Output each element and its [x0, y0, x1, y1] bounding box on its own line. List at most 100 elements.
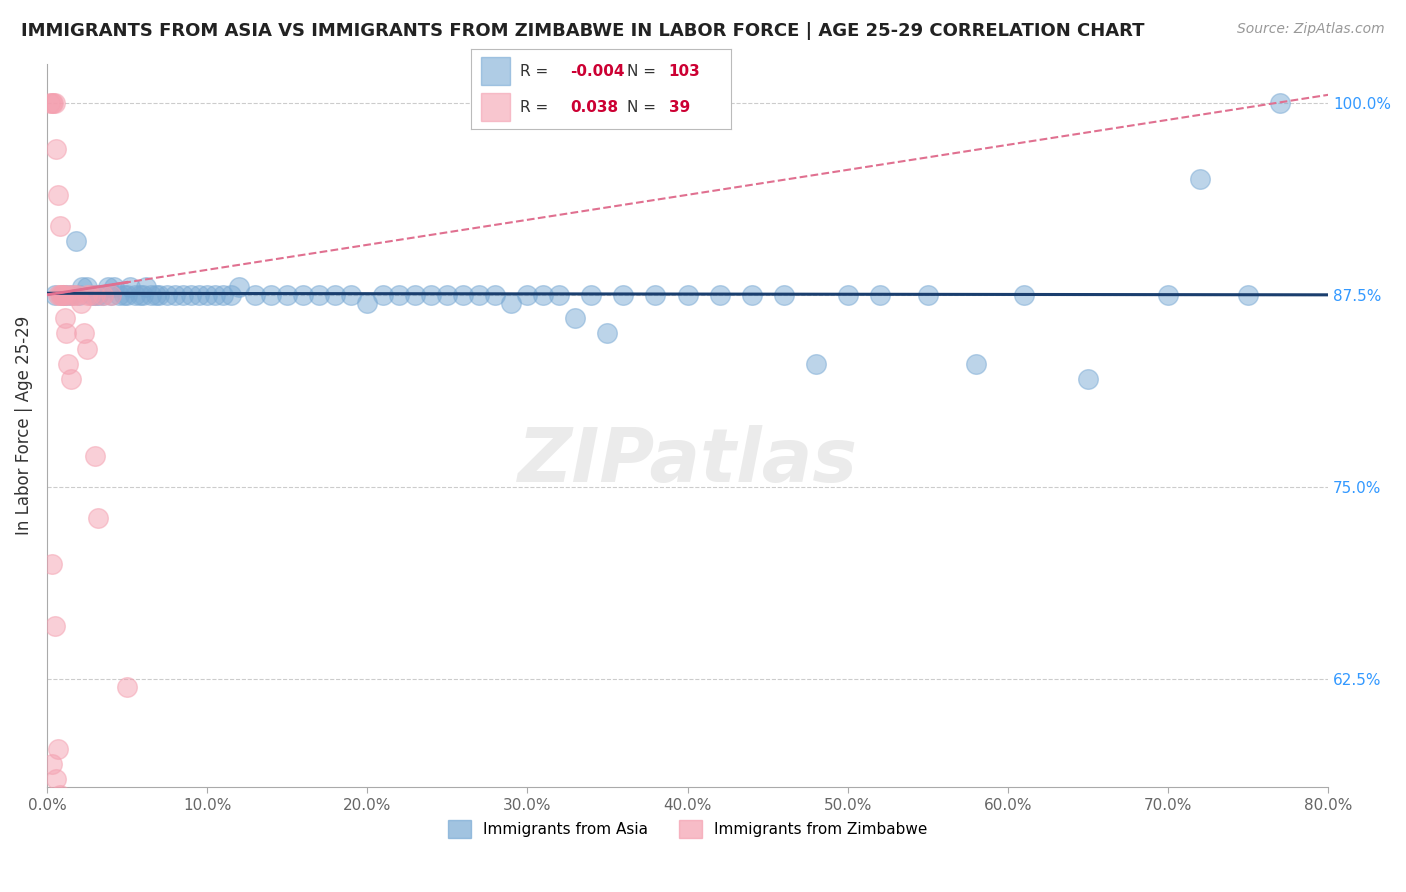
Point — [52, 834, 75, 848]
Point — [676, 288, 699, 302]
Text: 103: 103 — [669, 63, 700, 78]
Point — [180, 288, 202, 302]
Point — [55, 288, 77, 302]
Point — [42, 95, 65, 110]
Point — [837, 288, 859, 302]
Point — [52, 288, 75, 302]
Point — [87, 511, 110, 525]
Point — [120, 280, 142, 294]
Point — [70, 280, 93, 294]
Point — [45, 142, 67, 156]
Point — [1188, 172, 1211, 186]
Text: ZIPatlas: ZIPatlas — [517, 425, 858, 499]
Point — [1268, 95, 1291, 110]
Point — [67, 288, 90, 302]
Point — [1012, 288, 1035, 302]
Point — [1157, 288, 1180, 302]
Point — [260, 288, 283, 302]
Y-axis label: In Labor Force | Age 25-29: In Labor Force | Age 25-29 — [15, 316, 32, 535]
Point — [46, 288, 69, 302]
Point — [73, 326, 96, 341]
Point — [51, 288, 73, 302]
Point — [80, 288, 103, 302]
Point — [63, 288, 86, 302]
Point — [79, 288, 101, 302]
Point — [139, 288, 162, 302]
Point — [243, 288, 266, 302]
Point — [55, 326, 77, 341]
Point — [41, 557, 63, 571]
Point — [76, 288, 98, 302]
Point — [100, 288, 122, 302]
Point — [39, 95, 62, 110]
Point — [46, 741, 69, 756]
Point — [195, 288, 218, 302]
Point — [709, 288, 731, 302]
Point — [163, 288, 186, 302]
Point — [52, 288, 75, 302]
Point — [91, 288, 114, 302]
Text: N =: N = — [627, 100, 657, 115]
Point — [564, 310, 586, 325]
Point — [87, 288, 110, 302]
Point — [531, 288, 554, 302]
Legend: Immigrants from Asia, Immigrants from Zimbabwe: Immigrants from Asia, Immigrants from Zi… — [441, 814, 934, 845]
Point — [148, 288, 170, 302]
Point — [76, 280, 98, 294]
Bar — [481, 94, 510, 121]
Point — [548, 288, 571, 302]
Point — [48, 788, 70, 802]
Point — [188, 288, 211, 302]
Point — [97, 280, 120, 294]
Point — [69, 295, 91, 310]
Text: Source: ZipAtlas.com: Source: ZipAtlas.com — [1237, 22, 1385, 37]
Text: R =: R = — [520, 100, 548, 115]
Point — [84, 288, 107, 302]
Bar — [481, 57, 510, 86]
Text: 39: 39 — [669, 100, 690, 115]
Point — [115, 288, 138, 302]
Point — [453, 288, 475, 302]
Point — [1077, 372, 1099, 386]
Point — [612, 288, 634, 302]
Point — [388, 288, 411, 302]
Point — [41, 757, 63, 772]
Point — [212, 288, 235, 302]
Text: IMMIGRANTS FROM ASIA VS IMMIGRANTS FROM ZIMBABWE IN LABOR FORCE | AGE 25-29 CORR: IMMIGRANTS FROM ASIA VS IMMIGRANTS FROM … — [21, 22, 1144, 40]
Point — [436, 288, 458, 302]
Point — [156, 288, 179, 302]
Point — [516, 288, 538, 302]
Point — [292, 288, 315, 302]
Point — [356, 295, 378, 310]
Point — [45, 772, 67, 787]
Point — [323, 288, 346, 302]
Point — [404, 288, 426, 302]
Point — [41, 95, 63, 110]
Text: R =: R = — [520, 63, 548, 78]
Point — [65, 234, 87, 248]
Point — [59, 288, 82, 302]
Point — [108, 288, 131, 302]
Point — [76, 342, 98, 356]
Point — [644, 288, 666, 302]
Point — [52, 288, 75, 302]
Point — [48, 219, 70, 233]
Point — [124, 288, 146, 302]
Point — [965, 357, 987, 371]
Point — [869, 288, 891, 302]
Point — [596, 326, 619, 341]
Point — [103, 280, 125, 294]
Point — [112, 288, 135, 302]
Point — [84, 288, 107, 302]
Text: -0.004: -0.004 — [569, 63, 624, 78]
Point — [145, 288, 167, 302]
Point — [51, 819, 73, 833]
Point — [741, 288, 763, 302]
Point — [55, 288, 77, 302]
Point — [59, 288, 82, 302]
Point — [340, 288, 363, 302]
Point — [46, 187, 69, 202]
Point — [468, 288, 491, 302]
Point — [66, 288, 89, 302]
Point — [484, 288, 506, 302]
